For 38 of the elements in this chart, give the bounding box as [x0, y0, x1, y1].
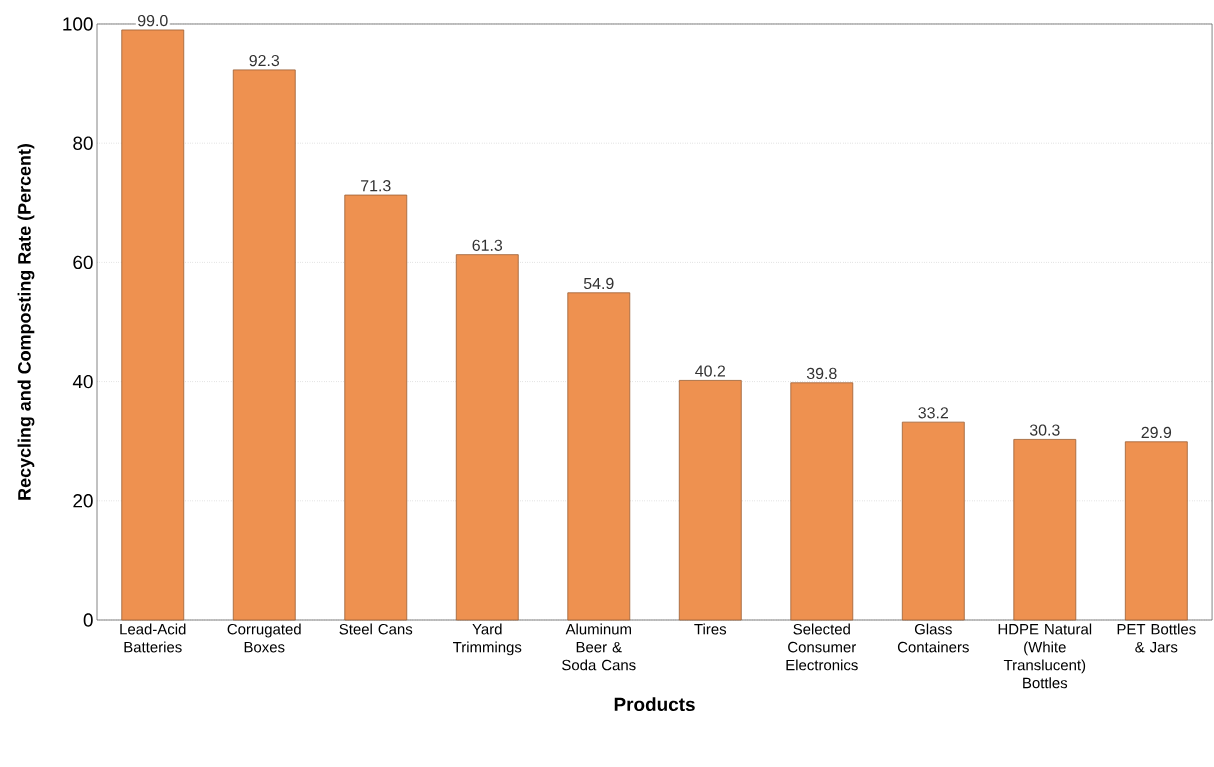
y-tick-label: 60	[73, 255, 93, 270]
y-tick-label: 40	[72, 374, 93, 389]
y-tick-label: 0	[83, 613, 93, 627]
y-tick-label: 80	[73, 136, 93, 150]
data-label: 40.2	[695, 365, 725, 377]
bar	[790, 382, 854, 621]
x-tick-label: PET Bottles & Jars	[1117, 623, 1196, 653]
data-label: 33.2	[918, 407, 949, 419]
bar	[678, 380, 742, 621]
bar	[567, 292, 631, 621]
data-label: 30.3	[1029, 424, 1060, 436]
bar	[455, 254, 519, 621]
bar	[232, 69, 296, 621]
data-label: 39.8	[806, 367, 837, 380]
x-tick-label: HDPE Natural (White Translucent) Bottles	[998, 623, 1092, 689]
data-label: 54.9	[583, 277, 614, 290]
x-tick-label: Lead-Acid Batteries	[120, 623, 186, 653]
data-label: 99.0	[137, 14, 168, 27]
bar	[121, 29, 185, 621]
x-tick-label: Selected Consumer Electronics	[786, 623, 858, 671]
data-label: 29.9	[1141, 426, 1172, 439]
x-tick-label: Aluminum Beer & Soda Cans	[562, 623, 636, 671]
x-axis-title: Products	[614, 697, 695, 712]
y-tick-label: 20	[73, 494, 93, 508]
x-tick-label: Glass Containers	[897, 623, 969, 653]
x-tick-label: Yard Trimmings	[453, 623, 522, 656]
x-tick-label: Tires	[694, 623, 727, 635]
bar	[1124, 441, 1188, 621]
y-axis-title: Recycling and Composting Rate (Percent)	[17, 144, 35, 500]
bar	[344, 194, 408, 621]
bar	[901, 421, 965, 621]
data-label: 92.3	[249, 54, 280, 67]
data-label: 71.3	[361, 180, 391, 192]
y-tick-label: 100	[63, 17, 93, 31]
data-label: 61.3	[472, 239, 503, 251]
bar	[1013, 439, 1077, 621]
x-tick-label: Corrugated Boxes	[227, 623, 301, 653]
x-tick-label: Steel Cans	[339, 623, 413, 635]
